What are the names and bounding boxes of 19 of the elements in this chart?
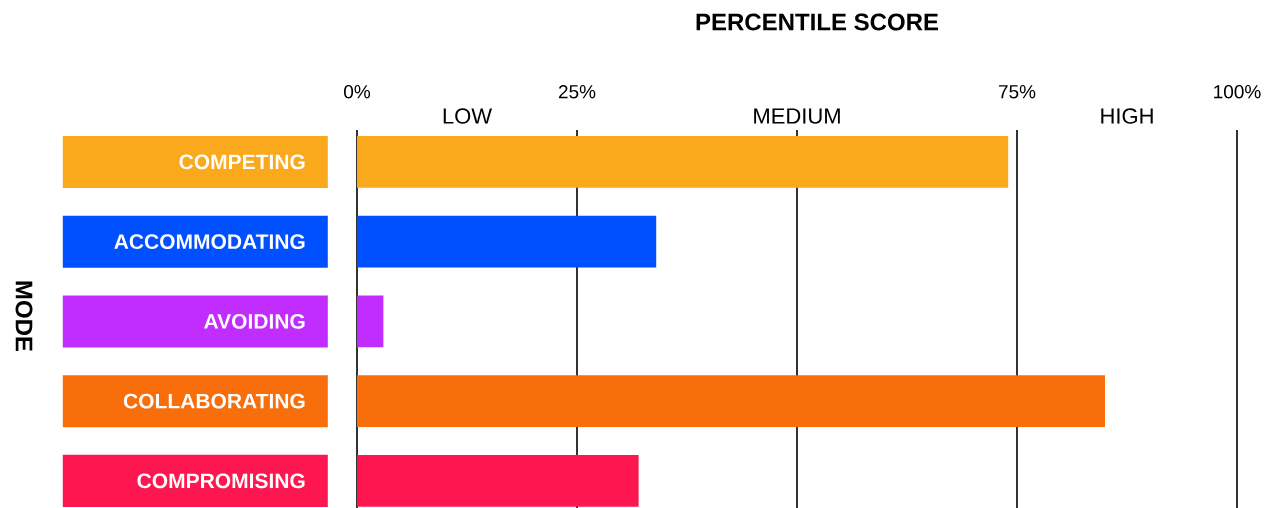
x-tick-label: 0% xyxy=(344,85,371,99)
x-tick-label: 25% xyxy=(558,85,596,99)
bar xyxy=(357,295,384,348)
y-tick-label: ACCOMMODATING xyxy=(114,234,305,250)
bar xyxy=(357,375,1105,428)
chart-title: PERCENTILE SCORE xyxy=(696,13,939,31)
y-axis-title: MODE xyxy=(15,281,33,352)
x-tick-label: 100% xyxy=(1214,85,1261,99)
y-tick-label: AVOIDING xyxy=(204,313,305,329)
text: HIGH xyxy=(1101,108,1153,124)
bar xyxy=(357,215,657,268)
y-tick-label: COLLABORATING xyxy=(123,393,305,409)
bar xyxy=(357,135,1009,188)
x-tick-label: 75% xyxy=(998,85,1036,99)
y-tick-label: COMPETING xyxy=(179,154,305,170)
y-tick-label: COMPROMISING xyxy=(137,473,305,489)
text: MEDIUM xyxy=(754,108,840,124)
bar xyxy=(357,454,639,507)
text: LOW xyxy=(443,108,492,124)
